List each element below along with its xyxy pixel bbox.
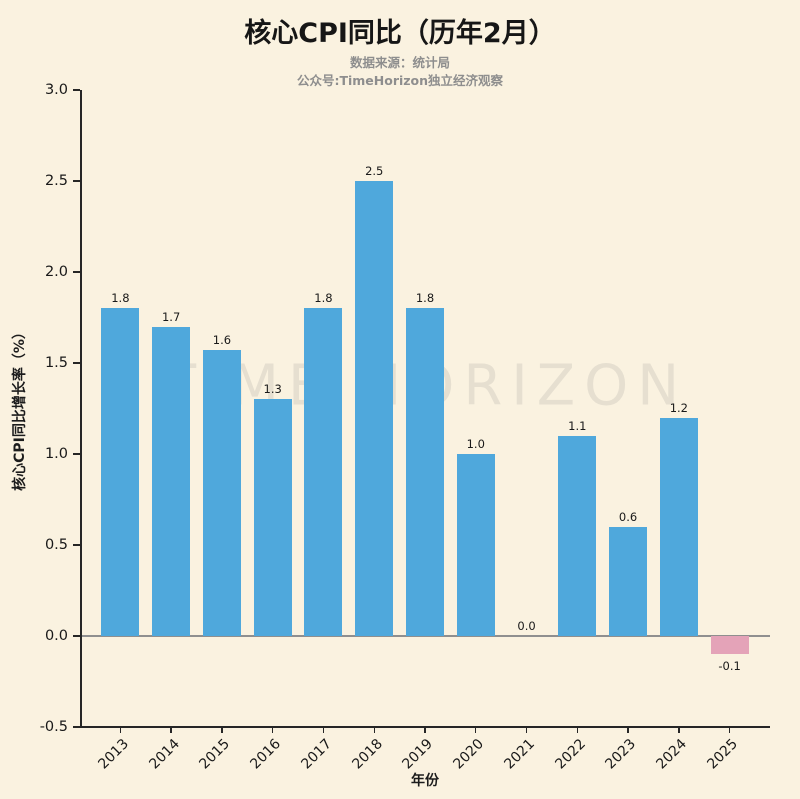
x-tick-label: 2014	[145, 736, 183, 773]
bar-2013	[101, 308, 140, 636]
y-tick-label: 2.0	[44, 264, 68, 280]
chart-title: 核心CPI同比（历年2月）	[244, 18, 556, 49]
y-tick-mark	[73, 271, 80, 273]
x-tick-label: 2021	[501, 736, 538, 773]
x-tick-label: 2024	[653, 736, 691, 773]
bar-2025	[710, 636, 749, 655]
y-axis-label: 核心CPI同比增长率（%）	[12, 325, 28, 491]
y-tick-mark	[73, 635, 80, 637]
x-tick-mark	[627, 727, 629, 733]
x-axis-label: 年份	[411, 773, 439, 789]
x-tick-mark	[424, 727, 426, 733]
bar-value-label: 0.6	[618, 509, 638, 524]
bar-2017	[304, 308, 343, 636]
x-tick-label: 2015	[196, 736, 234, 773]
bar-2015	[202, 350, 241, 636]
bar-value-label: 1.8	[415, 291, 435, 306]
bar-value-label: 2.5	[365, 164, 384, 178]
y-tick-mark	[73, 726, 80, 728]
zero-line	[80, 635, 770, 637]
bar-value-label: 1.8	[314, 291, 333, 306]
y-tick-label: 1.0	[44, 446, 68, 462]
x-tick-mark	[576, 727, 578, 733]
x-tick-label: 2025	[704, 736, 741, 773]
x-tick-label: 2023	[602, 736, 640, 773]
y-tick-mark	[73, 544, 80, 546]
y-tick-label: 1.5	[44, 355, 68, 371]
x-tick-mark	[728, 727, 731, 733]
bar-2024	[659, 417, 698, 636]
bar-value-label: 1.2	[669, 400, 688, 415]
x-tick-mark	[678, 727, 680, 733]
bar-2019	[405, 308, 445, 636]
x-tick-mark	[322, 727, 325, 733]
bar-2014	[152, 326, 191, 636]
bar-2020	[456, 454, 495, 636]
y-tick-mark	[73, 362, 80, 364]
bar-value-label: 1.7	[161, 309, 181, 324]
y-tick-label: 0.5	[44, 537, 68, 553]
subtitle-data-source: 数据来源：统计局	[349, 55, 450, 70]
x-tick-mark	[170, 727, 172, 733]
bar-2023	[609, 526, 648, 636]
x-tick-label: 2016	[247, 736, 285, 773]
bar-2018	[355, 181, 394, 636]
x-tick-mark	[221, 727, 223, 733]
x-tick-label: 2017	[298, 736, 335, 773]
y-tick-label: -0.5	[39, 719, 68, 735]
y-tick-label: 3.0	[44, 82, 68, 98]
x-tick-label: 2013	[95, 736, 132, 773]
y-tick-label: 0.0	[44, 628, 68, 644]
bar-value-label: 1.3	[263, 382, 282, 397]
chart-subtitle: 数据来源：统计局 公众号:TimeHorizon独立经济观察	[0, 54, 800, 90]
bar-2022	[558, 435, 597, 636]
x-tick-label: 2019	[399, 736, 437, 773]
bar-value-label: 0.0	[517, 619, 536, 633]
x-tick-mark	[271, 727, 274, 733]
bar-value-label: 1.1	[568, 418, 587, 433]
x-tick-mark	[119, 727, 122, 733]
y-tick-mark	[73, 453, 80, 455]
x-tick-label: 2020	[450, 736, 488, 773]
bar-value-label: -0.1	[718, 659, 741, 674]
y-tick-mark	[73, 180, 80, 182]
x-tick-mark	[525, 727, 528, 733]
y-tick-mark	[73, 89, 80, 91]
x-tick-mark	[475, 727, 477, 733]
plot-area: TIME HORIZON 3.0 2.5 2.0 1.5 1.0 0.5 0.0 -0.5 1.…	[40, 82, 770, 773]
bar-2016	[253, 399, 292, 636]
y-tick-label: 2.5	[44, 173, 68, 189]
x-tick-mark	[373, 727, 375, 733]
y-axis-spine	[80, 90, 82, 728]
x-tick-label: 2018	[349, 736, 386, 773]
x-axis-spine	[80, 726, 770, 728]
bar-value-label: 1.6	[212, 333, 232, 348]
bar-value-label: 1.8	[111, 291, 130, 306]
bar-value-label: 1.0	[466, 437, 485, 451]
x-tick-label: 2022	[552, 736, 589, 773]
subtitle-account: 公众号:TimeHorizon独立经济观察	[296, 73, 504, 89]
